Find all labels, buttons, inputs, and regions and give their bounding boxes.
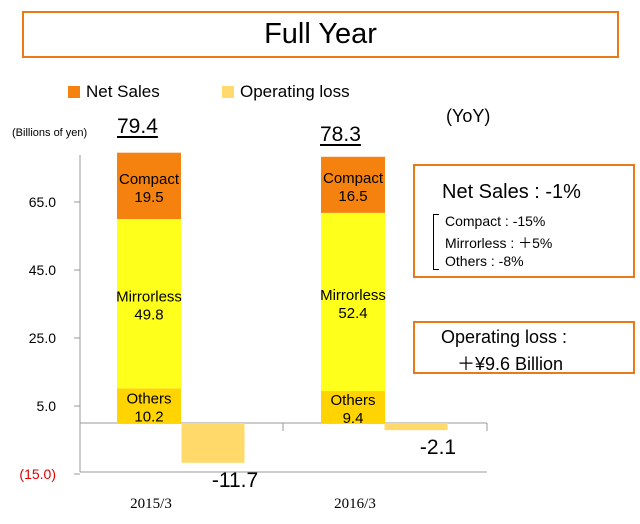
yoy-bracket (433, 214, 439, 270)
bar-operating-loss-2016-3 (384, 423, 448, 431)
segment-value-compact: 16.5 (338, 188, 367, 205)
segment-value-others: 10.2 (134, 409, 163, 426)
legend-operating-loss-label: Operating loss (240, 82, 350, 101)
x-category-label: 2016/3 (334, 496, 376, 512)
net-sales-yoy-title: Net Sales : -1% (442, 181, 581, 203)
total-2015: 79.4 (117, 115, 158, 138)
yoy-label: (YoY) (446, 106, 491, 126)
unit-label: (Billions of yen) (12, 127, 88, 139)
segment-value-mirrorless: 52.4 (338, 305, 367, 322)
total-2016: 78.3 (320, 123, 361, 146)
x-category-label: 2015/3 (130, 496, 172, 512)
bar-compact-2016-3 (321, 156, 385, 213)
bar-others-2016-3 (321, 391, 385, 423)
bar-mirrorless-2016-3 (321, 212, 385, 392)
legend-net-sales-swatch (68, 86, 80, 98)
page-title-box: Full Year (22, 11, 619, 58)
legend-operating-loss-swatch (222, 86, 234, 98)
segment-value-others: 9.4 (343, 410, 364, 427)
yoy-item-compact: Compact : -15% (445, 213, 546, 229)
bar-others-2015-3 (117, 388, 181, 423)
segment-value-mirrorless: 49.8 (134, 307, 163, 324)
bar-compact-2015-3 (117, 152, 181, 219)
operating-loss-yoy-line2: ＋¥9.6 Billion (457, 354, 564, 374)
segment-value-compact: 19.5 (134, 189, 163, 206)
segment-name-mirrorless: Mirrorless (320, 287, 386, 304)
y-tick-label: 65.0 (29, 194, 56, 210)
segment-name-mirrorless: Mirrorless (116, 289, 182, 306)
operating-loss-yoy-box (413, 321, 635, 374)
segment-name-others: Others (330, 392, 375, 409)
page-title: Full Year (264, 18, 377, 50)
operating-loss-value: -2.1 (420, 436, 456, 459)
bar-mirrorless-2015-3 (117, 219, 181, 389)
segment-name-compact: Compact (323, 170, 384, 187)
y-tick-label: 5.0 (37, 398, 57, 414)
segment-name-others: Others (126, 391, 171, 408)
yoy-item-mirrorless: Mirrorless : ＋5% (445, 235, 553, 251)
segment-name-compact: Compact (119, 171, 180, 188)
legend-net-sales: Net Sales (68, 82, 160, 102)
net-sales-yoy-box (413, 164, 635, 278)
operating-loss-yoy-line1: Operating loss : (441, 327, 568, 347)
yoy-item-others: Others : -8% (445, 253, 524, 269)
operating-loss-value: -11.7 (212, 469, 258, 492)
bar-operating-loss-2015-3 (181, 423, 245, 463)
legend-operating-loss: Operating loss (222, 82, 350, 102)
legend-net-sales-label: Net Sales (86, 82, 160, 101)
y-tick-label: 25.0 (29, 330, 56, 346)
y-tick-label: (15.0) (19, 466, 56, 482)
y-tick-label: 45.0 (29, 262, 56, 278)
